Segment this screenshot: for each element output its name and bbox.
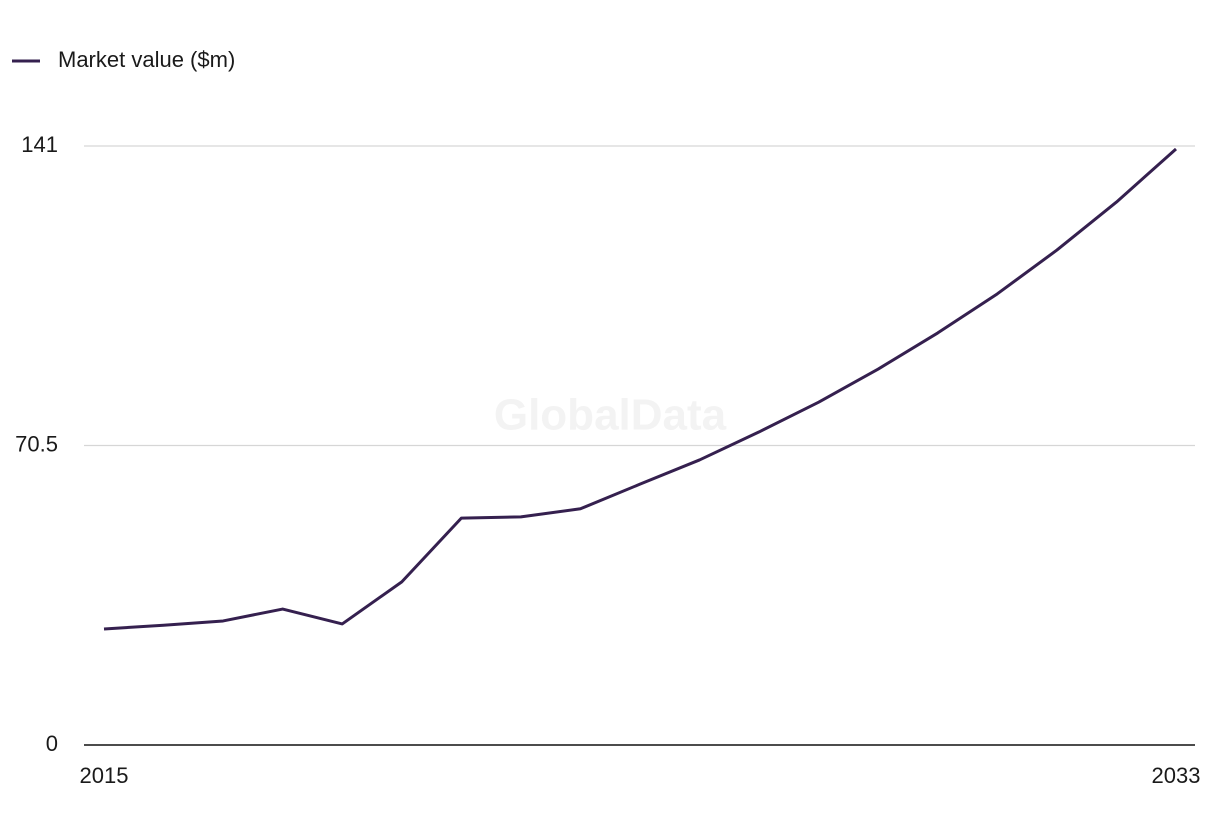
x-tick-label: 2015 — [80, 763, 129, 788]
watermark: GlobalData — [494, 391, 727, 440]
x-tick-label: 2033 — [1152, 763, 1201, 788]
y-tick-label: 70.5 — [15, 431, 58, 456]
data-line — [103, 147, 1177, 631]
y-tick-label: 0 — [46, 731, 58, 756]
legend-label: Market value ($m) — [58, 47, 235, 72]
y-tick-label: 141 — [21, 132, 58, 157]
